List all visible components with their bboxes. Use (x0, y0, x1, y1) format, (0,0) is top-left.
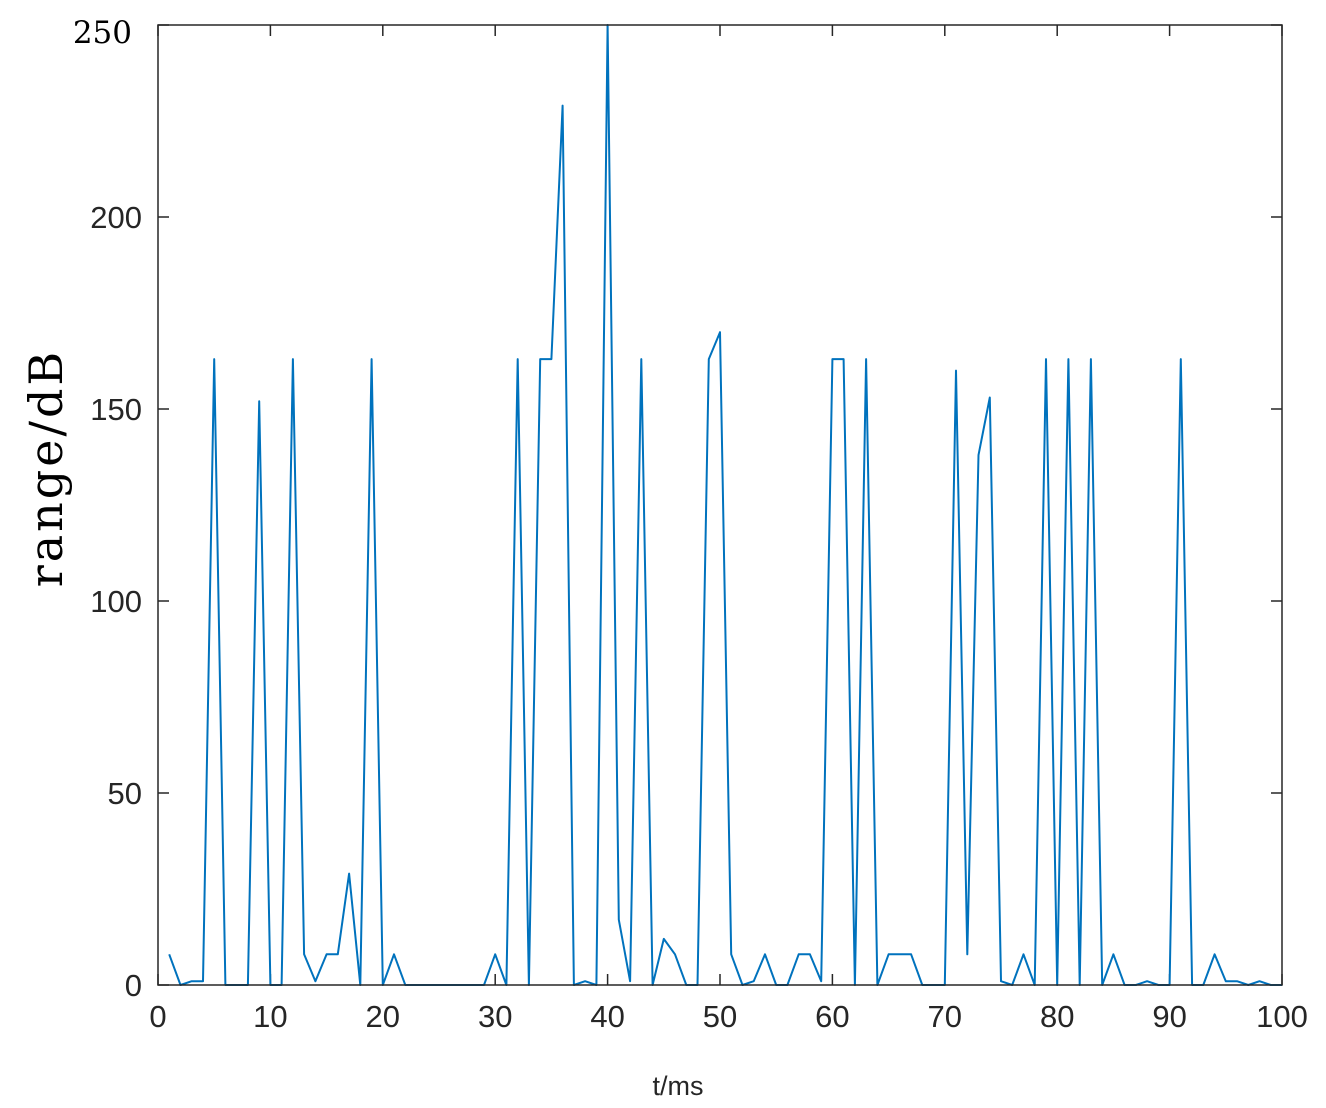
x-tick-label: 100 (1256, 999, 1308, 1034)
axes-box (157, 24, 1283, 986)
y-tick-label: 150 (90, 392, 142, 427)
y-tick-label: 100 (90, 584, 142, 619)
y-tick-label: 0 (125, 968, 142, 1003)
series-line (168, 24, 1282, 986)
y-tick-label: 250 (73, 15, 132, 51)
plot-area (158, 25, 1282, 985)
x-tick-label: 20 (366, 999, 400, 1034)
tick-labels: 0 10 20 30 40 50 60 70 80 90 100 0 50 100 150 200 250 (73, 15, 1308, 1034)
x-tick-label: 80 (1040, 999, 1074, 1034)
x-tick-label: 90 (1152, 999, 1186, 1034)
x-tick-label: 70 (928, 999, 962, 1034)
x-tick-label: 30 (478, 999, 512, 1034)
x-tick-label: 50 (703, 999, 737, 1034)
y-axis-label: range/dB (19, 349, 73, 587)
x-axis-label: t/ms (653, 1071, 704, 1101)
y-tick-label: 200 (90, 200, 142, 235)
y-tick-label: 50 (108, 776, 142, 811)
x-tick-label: 40 (590, 999, 624, 1034)
x-tick-label: 0 (149, 999, 166, 1034)
x-tick-label: 60 (815, 999, 849, 1034)
x-tick-label: 10 (253, 999, 287, 1034)
